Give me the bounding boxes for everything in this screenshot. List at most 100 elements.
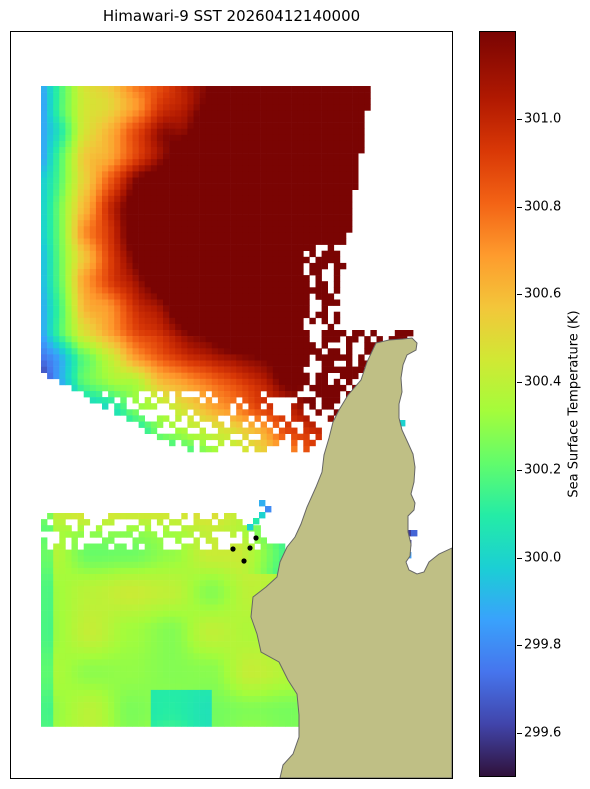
sst-cell [89,244,97,251]
sst-cell [150,232,158,239]
sst-cell [211,183,219,190]
sst-cell [102,134,109,142]
sst-cell [169,250,176,258]
sst-cell [315,293,322,300]
sst-cell [278,269,286,276]
sst-cell [138,415,145,422]
sst-cell [95,159,103,166]
sst-cell [236,244,243,251]
sst-cell [53,677,60,685]
sst-cell [242,696,249,703]
sst-cell [59,531,66,538]
sst-cell [150,214,158,221]
sst-cell [236,439,243,447]
sst-cell [272,378,280,386]
sst-cell [150,128,158,136]
sst-cell [309,421,316,428]
sst-cell [248,201,255,209]
sst-cell [217,342,225,349]
sst-cell [199,720,206,727]
sst-cell [199,555,206,563]
sst-cell [175,153,182,160]
sst-cell [205,384,213,392]
sst-cell [47,702,54,709]
sst-cell [59,134,66,142]
sst-cell [266,287,274,294]
sst-cell [108,171,115,178]
sst-cell [321,256,328,264]
sst-cell [144,177,152,184]
sst-cell [53,689,60,697]
sst-cell [102,659,109,666]
sst-cell [132,262,139,270]
sst-cell [193,647,200,654]
sst-cell [83,323,91,331]
sst-cell [205,147,213,154]
sst-cell [297,342,304,349]
sst-cell [205,183,213,190]
sst-cell [346,226,353,233]
sst-cell [242,287,249,294]
sst-cell [102,208,109,215]
sst-cell [169,92,176,99]
sst-cell [53,317,60,325]
sst-cell [211,147,219,154]
sst-cell [254,384,261,392]
sst-cell [321,104,328,111]
sst-cell [217,525,225,532]
sst-cell [120,122,127,129]
sst-cell [193,256,200,264]
sst-cell [41,616,48,624]
sst-cell [291,378,298,386]
sst-cell [47,330,54,337]
sst-cell [169,122,176,129]
sst-cell [59,122,66,129]
sst-cell [41,183,48,190]
sst-cell [254,195,261,203]
sst-cell [77,513,84,520]
sst-cell [114,299,121,306]
sst-cell [138,677,145,685]
sst-cell [211,134,219,142]
sst-cell [242,616,249,624]
sst-cell [89,598,97,605]
colorbar-tick [517,645,522,647]
sst-cell [108,574,115,581]
sst-cell [291,336,298,343]
sst-cell [132,616,139,624]
sst-cell [102,586,109,593]
sst-cell [236,281,243,288]
sst-cell [399,420,406,427]
sst-cell [53,616,60,624]
sst-cell [181,683,188,691]
sst-cell [260,293,267,300]
sst-cell [132,543,139,550]
sst-cell [205,122,213,129]
sst-cell [41,317,48,325]
sst-cell [242,598,249,605]
sst-cell [303,220,310,227]
sst-cell [230,86,237,93]
sst-cell [144,677,152,685]
sst-cell [236,403,243,410]
sst-cell [272,269,280,276]
sst-cell [217,110,225,117]
sst-cell [47,195,54,203]
sst-cell [278,287,286,294]
sst-cell [272,116,280,123]
sst-cell [47,189,54,197]
sst-cell [321,159,328,166]
sst-cell [205,622,213,630]
sst-cell [59,665,66,672]
sst-cell [230,683,237,691]
sst-cell [144,531,152,538]
sst-cell [321,330,328,337]
sst-cell [132,720,139,727]
sst-cell [150,665,158,672]
sst-cell [224,378,231,386]
sst-cell [224,586,231,593]
sst-cell [89,531,97,538]
sst-cell [248,628,255,636]
sst-cell [59,519,66,526]
sst-cell [47,208,54,215]
